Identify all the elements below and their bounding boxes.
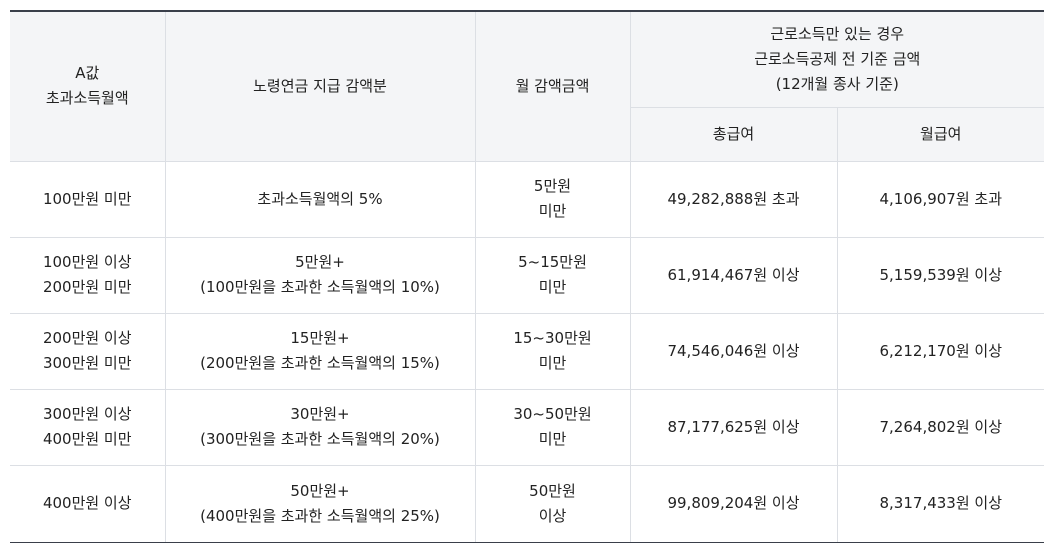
- table-row: 100만원 이상 200만원 미만 5만원+ (100만원을 초과한 소득월액의…: [10, 237, 1045, 314]
- cell-line: 400만원 미만: [42, 430, 132, 448]
- cell-reduction: 초과소득월액의 5%: [165, 161, 476, 238]
- cell-monthly-salary: 8,317,433원 이상: [837, 465, 1045, 543]
- cell-income-range: 100만원 미만: [10, 161, 166, 238]
- table-row: 400만원 이상 50만원+ (400만원을 초과한 소득월액의 25%) 50…: [10, 465, 1045, 543]
- table-row: 200만원 이상 300만원 미만 15만원+ (200만원을 초과한 소득월액…: [10, 313, 1045, 390]
- table-header: A값 초과소득월액 노령연금 지급 감액분 월 감액금액 근로소득만 있는 경우…: [10, 10, 1045, 162]
- cell-line: 100만원 이상: [42, 253, 132, 271]
- cell-total-salary: 49,282,888원 초과: [630, 161, 838, 238]
- pension-reduction-table: A값 초과소득월액 노령연금 지급 감액분 월 감액금액 근로소득만 있는 경우…: [10, 10, 1045, 543]
- cell-line: 5만원+: [295, 253, 345, 271]
- cell-reduction: 50만원+ (400만원을 초과한 소득월액의 25%): [165, 465, 476, 543]
- table-row: 300만원 이상 400만원 미만 30만원+ (300만원을 초과한 소득월액…: [10, 389, 1045, 466]
- cell-line: 초과소득월액의 5%: [257, 189, 383, 208]
- header-total-salary: 총급여: [630, 107, 838, 162]
- cell-total-salary: 99,809,204원 이상: [630, 465, 838, 543]
- header-monthly-reduction: 월 감액금액: [475, 10, 631, 162]
- pension-reduction-table-wrapper: A값 초과소득월액 노령연금 지급 감액분 월 감액금액 근로소득만 있는 경우…: [10, 10, 1045, 543]
- cell-line: 200만원 이상: [42, 329, 132, 347]
- cell-line: 30~50만원: [513, 405, 592, 423]
- cell-line: 300만원 미만: [42, 354, 132, 372]
- cell-line: 미만: [538, 202, 567, 220]
- cell-total-salary: 74,546,046원 이상: [630, 313, 838, 390]
- cell-line: 50만원+: [290, 481, 350, 500]
- cell-income-range: 400만원 이상: [10, 465, 166, 543]
- cell-line: 100만원 미만: [42, 189, 132, 208]
- cell-reduction: 15만원+ (200만원을 초과한 소득월액의 15%): [165, 313, 476, 390]
- cell-line: 400만원 이상: [42, 494, 132, 512]
- cell-line: 미만: [538, 354, 567, 372]
- header-excess-income-line: 초과소득월액: [45, 89, 129, 108]
- cell-line: 미만: [538, 430, 567, 448]
- cell-reduction: 5만원+ (100만원을 초과한 소득월액의 10%): [165, 237, 476, 314]
- cell-line: (300만원을 초과한 소득월액의 20%): [200, 430, 440, 448]
- cell-income-range: 200만원 이상 300만원 미만: [10, 313, 166, 390]
- cell-line: 5만원: [533, 177, 572, 195]
- header-earned-income-basis: 근로소득만 있는 경우 근로소득공제 전 기준 금액 (12개월 종사 기준): [630, 10, 1045, 108]
- cell-monthly-reduction: 5만원 미만: [475, 161, 631, 238]
- cell-monthly-salary: 6,212,170원 이상: [837, 313, 1045, 390]
- header-earned-income-line: 근로소득공제 전 기준 금액: [754, 49, 921, 68]
- cell-line: 300만원 이상: [42, 405, 132, 423]
- cell-income-range: 100만원 이상 200만원 미만: [10, 237, 166, 314]
- header-monthly-salary: 월급여: [837, 107, 1045, 162]
- cell-monthly-reduction: 30~50만원 미만: [475, 389, 631, 466]
- cell-monthly-salary: 7,264,802원 이상: [837, 389, 1045, 466]
- header-excess-income: A값 초과소득월액: [10, 10, 166, 162]
- cell-monthly-reduction: 5~15만원 미만: [475, 237, 631, 314]
- cell-line: 50만원: [529, 481, 576, 500]
- cell-monthly-reduction: 15~30만원 미만: [475, 313, 631, 390]
- cell-line: (200만원을 초과한 소득월액의 15%): [200, 354, 440, 372]
- header-reduction-amount: 노령연금 지급 감액분: [165, 10, 476, 162]
- header-excess-income-line: A값: [75, 64, 100, 83]
- cell-line: 미만: [538, 278, 567, 296]
- cell-line: 15~30만원: [513, 329, 592, 347]
- cell-line: (100만원을 초과한 소득월액의 10%): [200, 278, 440, 296]
- table-body: 100만원 미만 초과소득월액의 5% 5만원 미만 49,282,888원 초…: [10, 161, 1045, 543]
- cell-monthly-salary: 5,159,539원 이상: [837, 237, 1045, 314]
- cell-line: (400만원을 초과한 소득월액의 25%): [200, 506, 440, 525]
- cell-monthly-salary: 4,106,907원 초과: [837, 161, 1045, 238]
- cell-monthly-reduction: 50만원 이상: [475, 465, 631, 543]
- cell-total-salary: 87,177,625원 이상: [630, 389, 838, 466]
- cell-income-range: 300만원 이상 400만원 미만: [10, 389, 166, 466]
- cell-line: 15만원+: [290, 329, 350, 347]
- header-earned-income-line: 근로소득만 있는 경우: [770, 24, 905, 43]
- cell-line: 200만원 미만: [42, 278, 132, 296]
- cell-line: 5~15만원: [518, 253, 587, 271]
- table-row: 100만원 미만 초과소득월액의 5% 5만원 미만 49,282,888원 초…: [10, 161, 1045, 238]
- cell-line: 30만원+: [290, 405, 350, 423]
- cell-total-salary: 61,914,467원 이상: [630, 237, 838, 314]
- header-earned-income-line: (12개월 종사 기준): [775, 74, 899, 93]
- cell-line: 이상: [538, 506, 567, 525]
- cell-reduction: 30만원+ (300만원을 초과한 소득월액의 20%): [165, 389, 476, 466]
